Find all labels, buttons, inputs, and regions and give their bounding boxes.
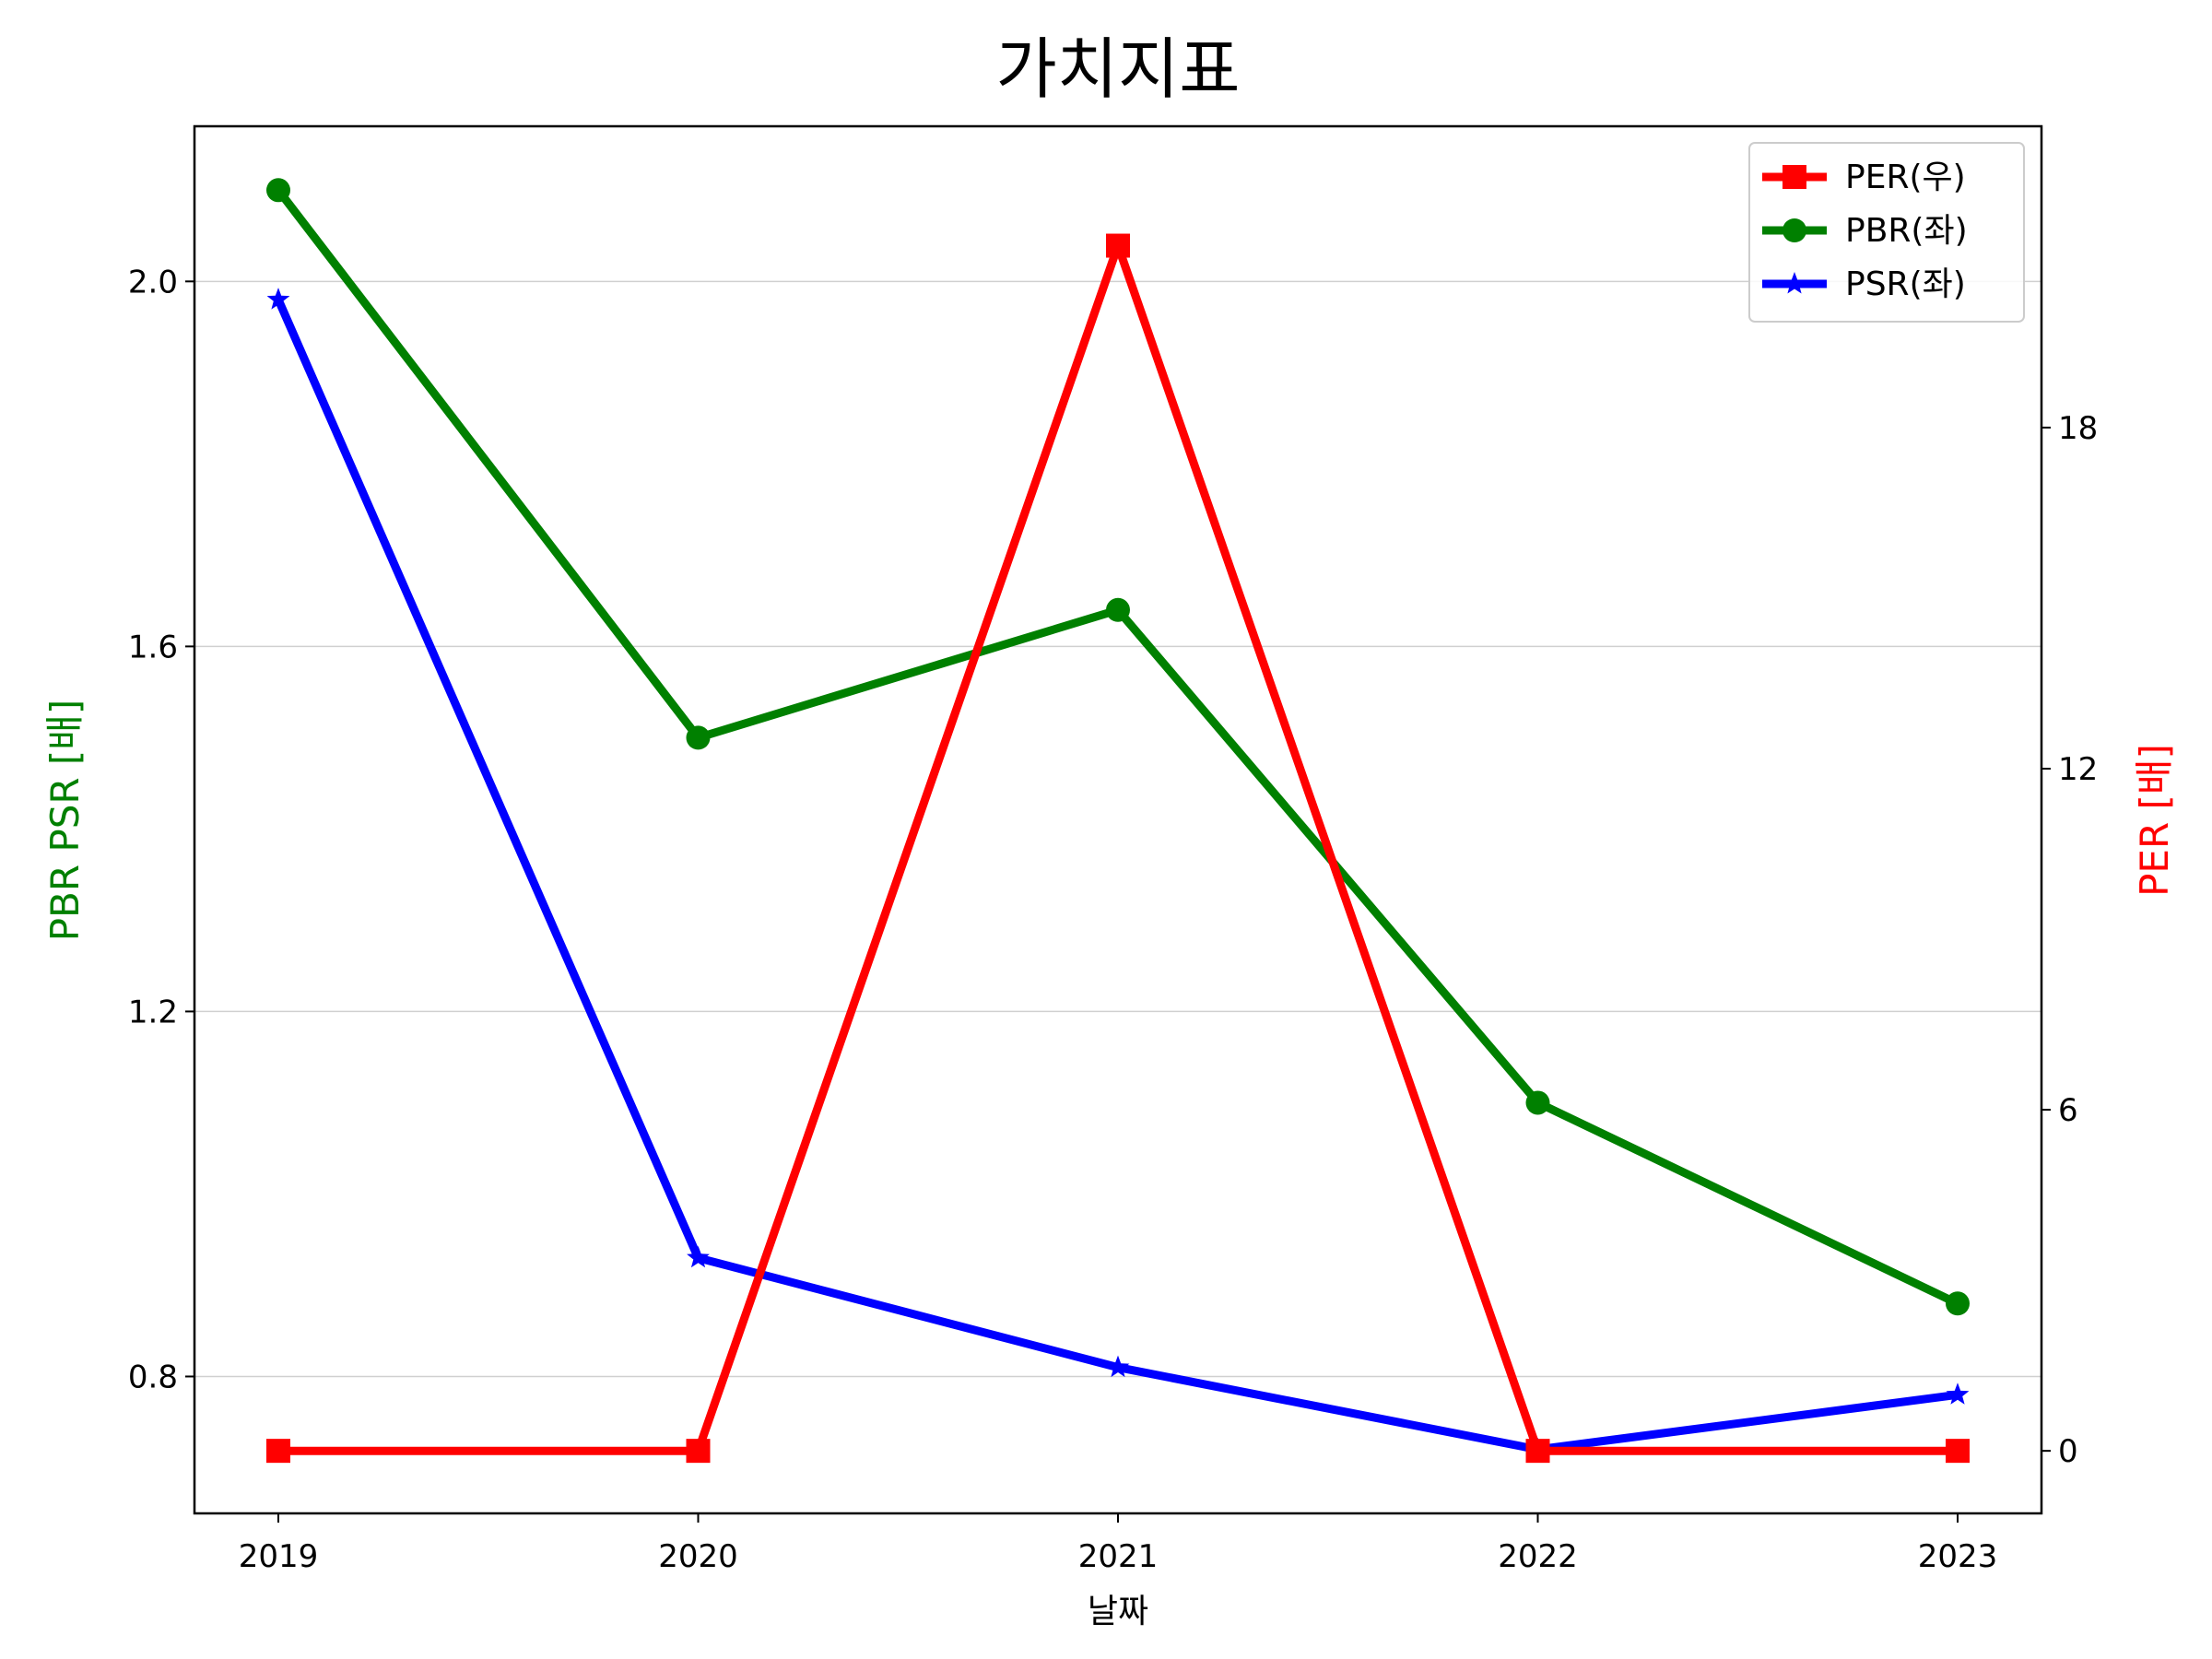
data-point	[686, 1439, 711, 1464]
left-tick-label: 1.6	[128, 629, 178, 665]
x-axis-title: 날짜	[1088, 1593, 1148, 1630]
legend-label: PSR(좌)	[1845, 265, 1966, 303]
grid-layer	[194, 280, 2041, 1378]
series-PSR(좌)	[266, 288, 1970, 1460]
right-tick-label: 6	[2058, 1092, 2078, 1129]
x-tick-label: 2020	[658, 1538, 738, 1575]
data-point	[1106, 1355, 1130, 1378]
right-axis-title: PER [배]	[2132, 744, 2177, 897]
left-tick-label: 0.8	[128, 1359, 178, 1395]
data-point	[1946, 1382, 1970, 1405]
data-point	[1946, 1291, 1970, 1316]
legend-item: PER(우)	[1762, 159, 1966, 196]
right-tick-label: 18	[2058, 410, 2098, 447]
data-point	[1946, 1439, 1970, 1464]
x-tick-label: 2021	[1078, 1538, 1159, 1575]
left-tick-label: 1.2	[128, 994, 178, 1030]
legend-swatch-marker	[1783, 165, 1806, 189]
series-line	[278, 241, 1958, 1455]
data-point	[1525, 1439, 1550, 1464]
data-point	[266, 178, 290, 203]
series-line	[274, 298, 1959, 1454]
legend: PER(우) PBR(좌) PSR(좌)	[1748, 142, 2025, 323]
x-tick-label: 2022	[1498, 1538, 1578, 1575]
series-PBR(좌)	[266, 178, 1970, 1316]
chart-title: 가치지표	[996, 30, 1241, 108]
data-point	[266, 288, 290, 310]
data-point	[1106, 233, 1130, 258]
legend-swatch-marker	[1783, 272, 1806, 294]
x-tick-label: 2023	[1918, 1538, 1998, 1575]
legend-swatch-marker	[1783, 218, 1806, 242]
x-tick-label: 2019	[239, 1538, 319, 1575]
legend-item: PBR(좌)	[1762, 212, 1968, 250]
legend-item: PSR(좌)	[1762, 265, 1966, 303]
legend-label: PER(우)	[1845, 159, 1966, 196]
data-point	[1525, 1090, 1550, 1115]
data-point	[687, 1245, 710, 1268]
legend-label: PBR(좌)	[1845, 212, 1968, 250]
right-tick-label: 0	[2058, 1433, 2078, 1470]
series-line	[275, 187, 1959, 1308]
legend-box	[1748, 142, 2025, 323]
left-tick-label: 2.0	[128, 264, 178, 300]
data-point	[266, 1439, 290, 1464]
series-PER(우)	[266, 233, 1970, 1464]
axis-layer: 0.8 1.2 1.6 2.0 0 6 12 18 2019 2020 2021 2022 2023	[128, 264, 2098, 1575]
left-axis-title: PBR PSR [배]	[42, 700, 88, 942]
series-layer	[266, 178, 1970, 1464]
right-tick-label: 12	[2058, 751, 2098, 788]
data-point	[686, 725, 711, 750]
plot-frame	[193, 124, 2043, 1515]
data-point	[1106, 597, 1130, 622]
